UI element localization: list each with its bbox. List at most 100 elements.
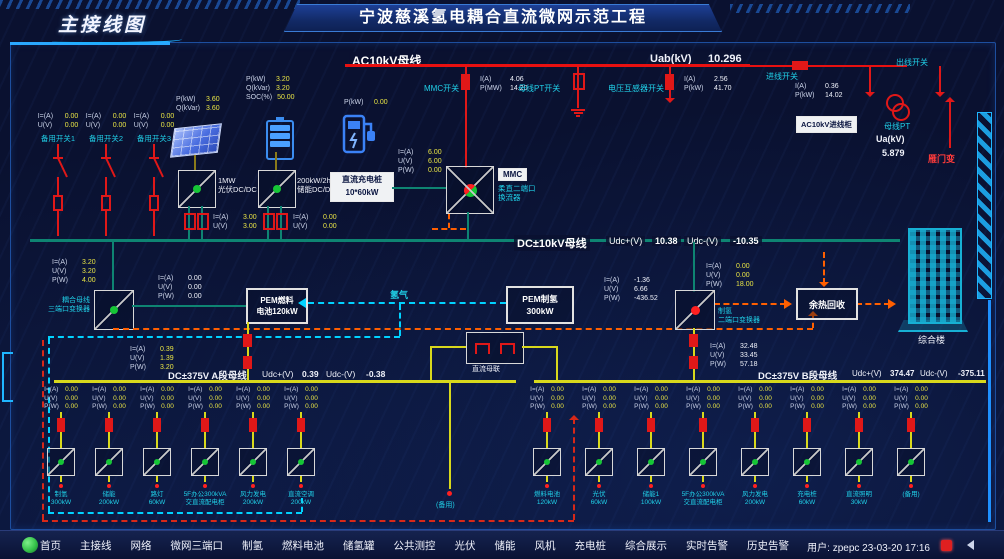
- disconnector-switch-icon[interactable]: [46, 144, 70, 236]
- feeder-converter-box[interactable]: [533, 447, 561, 476]
- menu-item-4[interactable]: 微网三端口: [170, 539, 224, 552]
- feeder-breaker[interactable]: [297, 417, 305, 432]
- mmc-converter-box[interactable]: [446, 166, 494, 214]
- bus-pt-drop-line: [577, 66, 579, 108]
- ev-iu-values: I=(A) 6.00 U(V) 6.00 P(W) 0.00: [398, 149, 442, 174]
- feeder-converter-box[interactable]: [95, 447, 123, 476]
- menu-item-9[interactable]: 光伏: [454, 539, 476, 552]
- value: 0.00: [257, 403, 270, 410]
- feeder-breaker[interactable]: [647, 417, 655, 432]
- dc375b-bus-label: DC±375V B段母线: [758, 371, 838, 382]
- feeder-converter-box[interactable]: [897, 447, 925, 476]
- feeder-line-2: [650, 475, 652, 482]
- feeder-breaker[interactable]: [57, 417, 65, 432]
- feeder-converter-box[interactable]: [47, 447, 75, 476]
- value-label: U(V): [284, 394, 298, 402]
- feeder-converter-box[interactable]: [741, 447, 769, 476]
- menu-item-12[interactable]: 充电桩: [574, 539, 607, 552]
- menu-item-13[interactable]: 综合展示: [625, 539, 667, 552]
- menu-item-7[interactable]: 储氢罐: [343, 539, 375, 552]
- menu-item-10[interactable]: 储能: [494, 539, 516, 552]
- battery-breaker-2[interactable]: [276, 213, 288, 230]
- feeder-values: I=(A) 0.00 U(V) 0.00 P(W) 0.00: [894, 386, 928, 412]
- dc375b-udcp-value: 374.47: [890, 369, 915, 378]
- feeder-breaker[interactable]: [105, 417, 113, 432]
- menu-item-8[interactable]: 公共测控: [393, 539, 436, 552]
- ev-charger-box[interactable]: 直流充电桩 10*60kW: [330, 172, 394, 202]
- heat-recovery-box[interactable]: 余热回收: [796, 288, 858, 320]
- value-label: P(W): [634, 403, 649, 410]
- fc-drop-breaker-2[interactable]: [243, 356, 252, 369]
- el-drop-breaker-2[interactable]: [689, 356, 698, 369]
- feeder-dot: [857, 483, 861, 488]
- feeder-breaker[interactable]: [751, 417, 759, 432]
- disconnector-switch-icon[interactable]: [94, 144, 118, 236]
- feeder-converter-box[interactable]: [793, 447, 821, 476]
- feeder-label: 储能 200kW: [98, 490, 120, 506]
- menu-item-1[interactable]: 首页: [40, 539, 61, 552]
- alarm-icon[interactable]: [941, 540, 952, 551]
- pv-dcdc-converter-box[interactable]: [178, 170, 216, 208]
- feeder-converter-box[interactable]: [239, 447, 267, 476]
- feeder-converter-box[interactable]: [287, 447, 315, 476]
- top-left-hatch-decor: [0, 0, 300, 9]
- feeder-converter-box[interactable]: [191, 447, 219, 476]
- feeder-breaker[interactable]: [249, 417, 257, 432]
- menu-item-2[interactable]: 主接线: [80, 539, 112, 552]
- el-drop-breaker-1[interactable]: [689, 334, 698, 347]
- title-banner: 宁波慈溪氢电耦合直流微网示范工程: [284, 4, 722, 32]
- threeport-converter-box[interactable]: [94, 290, 134, 330]
- menu-item-3[interactable]: 网络: [130, 539, 152, 552]
- battery-dcdc-converter-box[interactable]: [258, 170, 296, 208]
- menu-item-14[interactable]: 实时告警: [686, 539, 728, 552]
- vt-breaker[interactable]: [665, 74, 674, 90]
- feeder-breaker[interactable]: [803, 417, 811, 432]
- incoming-cabinet-box[interactable]: AC10kV进线柜: [796, 116, 857, 133]
- menu-item-5[interactable]: 制氢: [242, 539, 263, 552]
- feeder-breaker[interactable]: [543, 417, 551, 432]
- menu-item-11[interactable]: 风机: [534, 539, 556, 552]
- mmc-chip: MMC: [498, 168, 528, 181]
- value: 0.00: [811, 386, 824, 393]
- feeder-dot: [299, 483, 303, 488]
- feeder-breaker[interactable]: [595, 417, 603, 432]
- value-label: I=(A): [85, 113, 102, 120]
- el-drop-line: [693, 328, 695, 382]
- pv-breaker-2[interactable]: [197, 213, 209, 230]
- pem-electrolyzer-box[interactable]: PEM制氢 300kW: [506, 286, 574, 324]
- value: 0.00: [113, 403, 126, 410]
- feeder-label: 光伏 60kW: [590, 490, 608, 506]
- bus-pt-label: 母线PT: [884, 122, 911, 131]
- hydrogen-branch-v: [399, 304, 401, 336]
- ua-value: 5.879: [882, 148, 905, 158]
- bustie-box[interactable]: [466, 332, 524, 364]
- pem-fuel-cell-box[interactable]: PEM燃料 电池120kW: [246, 288, 308, 324]
- feeder-converter-box[interactable]: [845, 447, 873, 476]
- feeder-converter-box[interactable]: [585, 447, 613, 476]
- menu-item-6[interactable]: 燃料电池: [282, 539, 324, 552]
- battery-link-line: [275, 152, 277, 170]
- uab-label: Uab(kV): [650, 53, 692, 65]
- feeder-breaker[interactable]: [201, 417, 209, 432]
- pv-breaker-1[interactable]: [184, 213, 196, 230]
- feeder-breaker[interactable]: [153, 417, 161, 432]
- fc-drop-breaker-1[interactable]: [243, 334, 252, 347]
- feeder-breaker[interactable]: [699, 417, 707, 432]
- battery-breaker-1[interactable]: [263, 213, 275, 230]
- mmc-drop-line: [465, 66, 467, 168]
- value-label: I=(A): [188, 386, 203, 393]
- vt-switch-values: I(A) 2.56 P(kW) 41.70: [684, 76, 732, 92]
- mute-icon[interactable]: [962, 540, 974, 550]
- menu-item-15[interactable]: 历史告警: [747, 539, 789, 552]
- bus-pt-breaker[interactable]: [573, 73, 585, 90]
- feeder-converter-box[interactable]: [637, 447, 665, 476]
- el-converter-box[interactable]: [675, 290, 715, 330]
- pv-out-line-1: [188, 206, 190, 240]
- feeder-breaker[interactable]: [855, 417, 863, 432]
- mmc-breaker[interactable]: [461, 74, 470, 90]
- feeder-converter-box[interactable]: [689, 447, 717, 476]
- feeder-converter-box[interactable]: [143, 447, 171, 476]
- feeder-breaker[interactable]: [907, 417, 915, 432]
- disconnector-switch-icon[interactable]: [142, 144, 166, 236]
- incoming-breaker[interactable]: [792, 61, 808, 70]
